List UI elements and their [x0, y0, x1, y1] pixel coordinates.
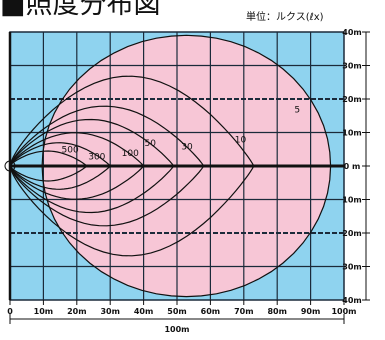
contour-label: 30: [181, 142, 193, 152]
x-axis: 0 10m 20m 30m 40m 50m 60m 70m 80m 90m 100m: [7, 300, 357, 316]
diagram-title: ■照度分布図: [0, 0, 161, 20]
y-tick-label: 30m: [342, 62, 361, 71]
contour-label: 500: [62, 146, 79, 156]
x-tick-label: 100m: [331, 307, 356, 316]
y-tick-label: 10m: [342, 196, 361, 205]
x-tick-label: 90m: [301, 307, 320, 316]
y-tick-label: 20m: [342, 95, 361, 104]
x-tick-label: 60m: [201, 307, 220, 316]
dimension-label: 100m: [164, 325, 189, 334]
x-tick-label: 80m: [267, 307, 286, 316]
contour-label: 300: [88, 152, 105, 162]
x-tick-label: 10m: [34, 307, 53, 316]
light-source-icon: [4, 160, 16, 172]
unit-label: 単位：ルクス(ℓx): [246, 12, 324, 23]
y-axis: 40m 30m 20m 10m 0 m 10m 20m 30m 40m: [342, 28, 370, 305]
contour-label: 50: [145, 139, 157, 149]
contour-label: 10: [235, 136, 247, 146]
x-tick-label: 70m: [234, 307, 253, 316]
y-tick-label: 0 m: [344, 162, 361, 171]
y-tick-label: 10m: [342, 129, 361, 138]
y-tick-label: 30m: [342, 263, 361, 272]
x-tick-label: 20m: [67, 307, 86, 316]
contour-label: 100: [122, 149, 139, 159]
x-tick-label: 30m: [100, 307, 119, 316]
x-tick-label: 40m: [134, 307, 153, 316]
y-tick-label: 40m: [342, 296, 361, 305]
contour-label: 5: [294, 105, 300, 115]
y-tick-label: 20m: [342, 229, 361, 238]
dimension-line: 100m: [9, 314, 345, 334]
x-tick-label: 50m: [167, 307, 186, 316]
y-tick-label: 40m: [342, 28, 361, 37]
x-tick-label: 0: [7, 307, 13, 316]
